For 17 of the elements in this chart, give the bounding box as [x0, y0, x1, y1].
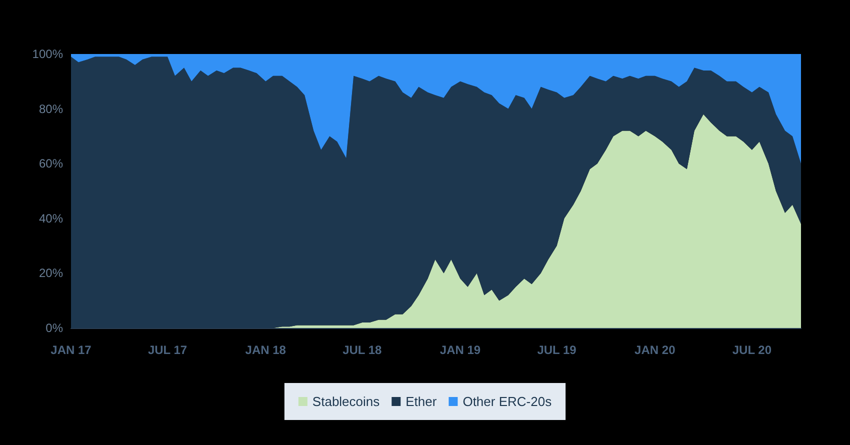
y-tick-label: 0% — [46, 321, 64, 335]
y-tick-label: 20% — [38, 266, 64, 280]
y-tick-label: 40% — [38, 211, 64, 226]
y-tick-label: 60% — [38, 156, 64, 171]
x-tick-label: JAN 17 — [50, 343, 92, 357]
legend-label: Stablecoins — [312, 394, 380, 409]
x-tick-label: JUL 19 — [537, 343, 577, 357]
x-tick-label: JAN 20 — [634, 343, 676, 357]
x-tick-label: JUL 17 — [148, 343, 188, 357]
y-tick-label: 80% — [38, 102, 64, 116]
legend-label: Ether — [406, 394, 438, 409]
x-tick-label: JUL 20 — [732, 343, 772, 357]
x-tick-label: JUL 18 — [342, 343, 382, 357]
y-tick-label: 100% — [32, 47, 64, 61]
x-tick-label: JAN 18 — [245, 343, 286, 357]
x-tick-label: JAN 19 — [440, 343, 481, 357]
legend-label: Other ERC-20s — [462, 394, 552, 409]
